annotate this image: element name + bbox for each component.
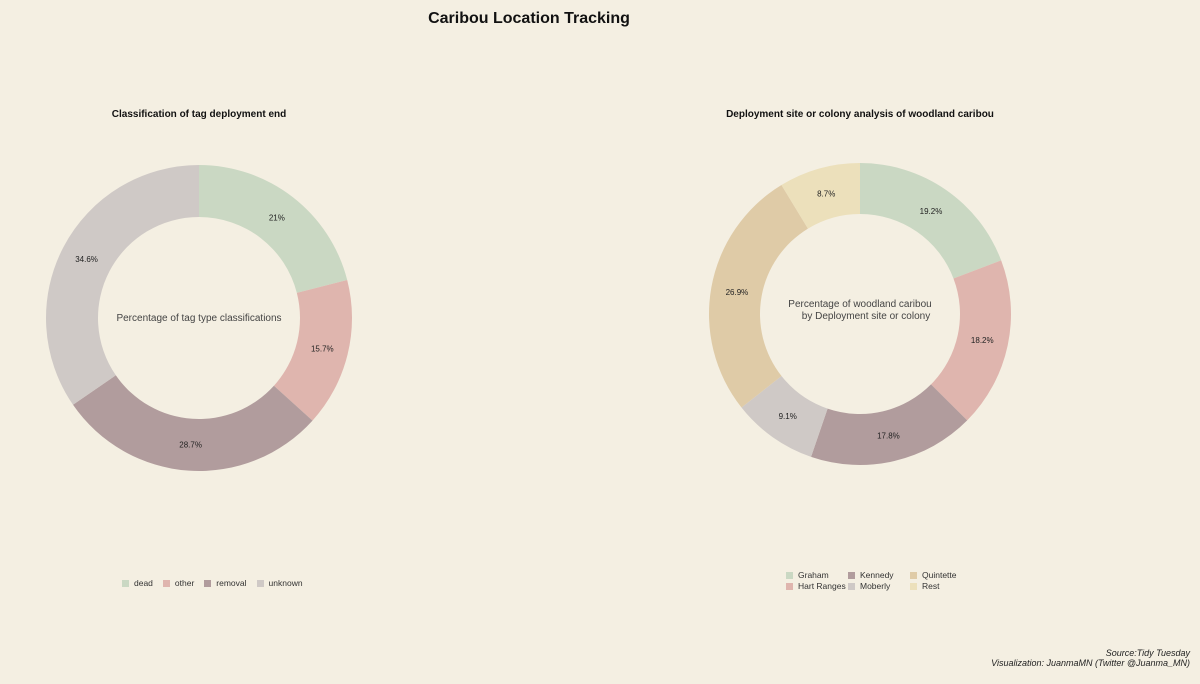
legend-swatch [910,582,917,590]
legend-label: Quintette [922,570,957,580]
legend-item-rest: Rest [910,581,970,591]
legend-tag-classification: dead other removal unknown [122,578,303,588]
slice-label: 28.7% [179,441,202,450]
slice-label: 15.7% [311,344,334,353]
legend-item-kennedy: Kennedy [848,570,910,580]
donut-slice-kennedy [811,384,968,465]
donut-center-label: Percentage of tag type classifications [116,313,281,324]
donut-center-label: Percentage of woodland caribou [788,299,931,310]
legend-label: Hart Ranges [798,581,846,591]
slice-label: 34.6% [75,255,98,264]
legend-label: other [174,578,195,588]
legend-swatch [848,571,855,579]
legend-item-removal: removal [204,578,247,588]
legend-label: dead [134,578,153,588]
donut-slice-moberly [741,375,828,457]
donut-slice-rest [781,163,860,229]
legend-item-dead: dead [122,578,153,588]
slice-label: 19.2% [920,207,943,216]
slice-label: 18.2% [971,336,994,345]
donut-center-label: by Deployment site or colony [802,311,930,322]
slice-label: 8.7% [817,190,835,199]
legend-label: Graham [798,570,829,580]
donut-slice-quintette [709,185,808,408]
legend-label: removal [216,578,247,588]
legend-swatch [162,579,170,587]
slice-label: 21% [269,214,285,223]
slice-label: 9.1% [779,412,797,421]
legend-item-hart-ranges: Hart Ranges [786,581,848,591]
slice-label: 17.8% [877,432,900,441]
legend-item-other: other [162,578,195,588]
donut-chart-1: 21% 15.7% 28.7% 34.6% Percentage of tag type… [46,165,353,471]
legend-item-graham: Graham [786,570,848,580]
legend-swatch [204,579,212,587]
legend-swatch [256,579,264,587]
donut-slice-graham [860,163,1002,279]
chart-title-deployment-site: Deployment site or colony analysis of wo… [726,109,994,120]
donut-slice-unknown [46,165,200,405]
caption-source: Source:Tidy Tuesday [1105,648,1190,658]
legend-item-moberly: Moberly [848,581,910,591]
donut-slice-removal [72,375,313,471]
caption: Source:Tidy Tuesday Visualization: Juanm… [991,648,1190,668]
donut-slice-dead [199,165,348,293]
legend-deployment-site: Graham Kennedy Quintette Hart Ranges Moberly… [786,570,970,591]
legend-swatch [786,571,793,579]
legend-swatch [848,582,855,590]
donut-chart-2: 19.2% 18.2% 17.8% 9.1% 26.9% 8.7% Percentage o… [709,163,1011,465]
legend-item-unknown: unknown [256,578,303,588]
legend-label: unknown [268,578,303,588]
legend-swatch [786,582,793,590]
donut-slice-hart-ranges [930,260,1011,421]
legend-swatch [910,571,917,579]
slice-label: 26.9% [726,288,749,297]
page-title: Caribou Location Tracking [428,10,630,27]
legend-label: Moberly [860,581,891,591]
legend-label: Rest [922,581,940,591]
donut-slice-other [273,279,353,421]
legend-item-quintette: Quintette [910,570,970,580]
legend-label: Kennedy [860,570,894,580]
chart-title-tag-deployment: Classification of tag deployment end [111,109,287,120]
caption-credit: Visualization: JuanmaMN (Twitter @Juanma… [991,658,1190,668]
legend-swatch [122,579,129,587]
